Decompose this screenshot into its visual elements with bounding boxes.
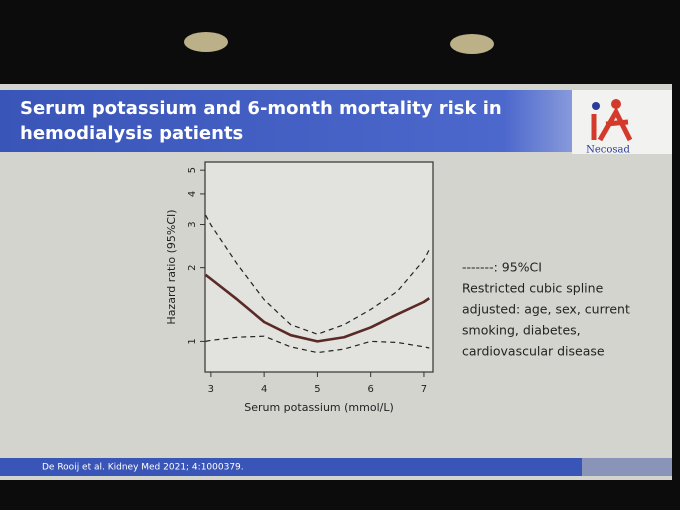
y-tick-label: 1 [187, 338, 198, 344]
citation: De Rooij et al. Kidney Med 2021; 4:10003… [42, 463, 244, 473]
spline-line [204, 273, 430, 343]
logo-figure [611, 99, 621, 109]
annotation: cardiovascular disease [462, 344, 605, 359]
logo-figure [592, 102, 600, 110]
x-tick-label: 5 [314, 384, 320, 395]
annotation: adjusted: age, sex, current [462, 302, 630, 317]
x-tick-label: 3 [208, 384, 214, 395]
footer-band [0, 458, 582, 476]
ci-line [205, 214, 430, 335]
slide-title: Serum potassium and 6-month mortality ri… [20, 98, 502, 119]
chart: 3 4 5 6 7 1 2 3 4 5 Serum potassium (mmol/L) Hazard… [165, 167, 630, 414]
x-tick-label: 7 [421, 384, 427, 395]
y-tick-label: 2 [187, 264, 198, 270]
logo-text: Necosad [586, 145, 630, 156]
y-axis-label: Hazard ratio (95%CI) [165, 209, 178, 324]
ceiling-light [184, 32, 228, 52]
y-tick-label: 3 [187, 221, 198, 227]
footer-band [582, 458, 672, 476]
x-tick-label: 4 [261, 384, 267, 395]
annotation: -------: 95%CI [462, 260, 542, 275]
title-band [0, 90, 672, 152]
logo-figure [591, 106, 633, 142]
slide-title: hemodialysis patients [20, 123, 243, 144]
ceiling-light [450, 34, 494, 54]
annotation: Restricted cubic spline [462, 281, 604, 296]
annotation: smoking, diabetes, [462, 323, 581, 338]
y-tick-label: 5 [187, 167, 198, 173]
y-tick-label: 4 [187, 191, 198, 197]
x-tick-label: 6 [367, 384, 373, 395]
x-axis-label: Serum potassium (mmol/L) [244, 401, 394, 414]
